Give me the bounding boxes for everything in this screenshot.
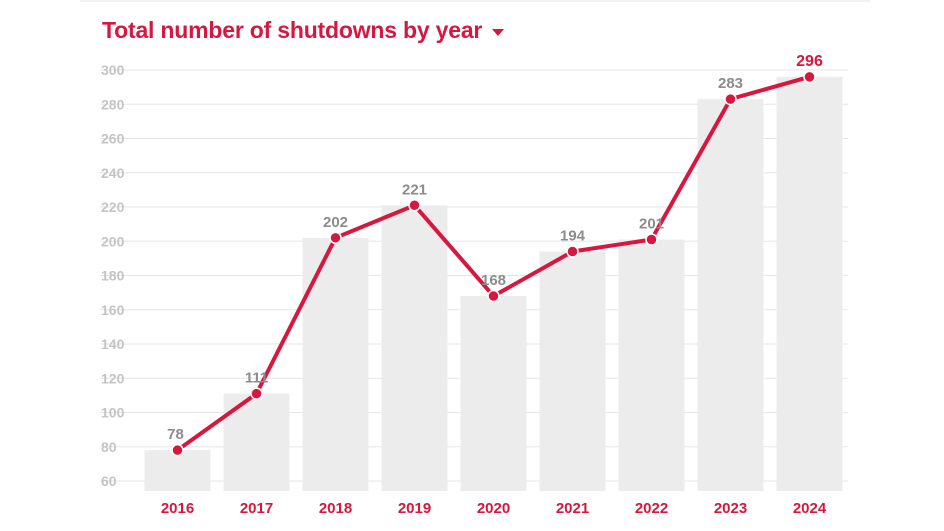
- data-point: [171, 443, 184, 457]
- data-point: [566, 245, 579, 258]
- bar: [381, 205, 448, 491]
- bar: [144, 450, 211, 491]
- y-tick-label: 180: [101, 268, 125, 284]
- bar: [776, 76, 843, 491]
- y-tick-label: 280: [101, 96, 125, 112]
- bar: [460, 296, 527, 491]
- data-label: 296: [796, 53, 823, 70]
- data-label: 201: [639, 216, 664, 233]
- x-tick-label: 2016: [161, 500, 194, 517]
- y-axis-ticks: 60 80 100 120 140 160 180 200 220 240 260 280 300: [101, 62, 125, 489]
- data-point: [250, 387, 263, 400]
- caret-down-icon[interactable]: [492, 28, 505, 36]
- x-tick-label: 2020: [477, 500, 510, 517]
- data-label: 111: [245, 370, 268, 387]
- x-tick-label: 2019: [398, 500, 431, 517]
- data-label: 168: [481, 272, 506, 289]
- data-point: [645, 233, 658, 246]
- y-tick-label: 140: [101, 336, 125, 352]
- data-labels: 78 111 202 221 168 194 201 283 296: [167, 53, 823, 443]
- x-tick-label: 2023: [714, 500, 747, 517]
- data-label: 202: [323, 214, 348, 231]
- x-tick-label: 2024: [793, 500, 827, 517]
- x-tick-label: 2021: [556, 500, 589, 517]
- y-tick-label: 80: [101, 439, 117, 455]
- bar: [618, 239, 685, 491]
- x-tick-label: 2017: [240, 500, 273, 517]
- top-divider: [80, 0, 870, 2]
- data-label: 221: [402, 181, 427, 198]
- y-tick-label: 100: [101, 405, 125, 421]
- data-points: [171, 70, 816, 457]
- data-label: 283: [718, 75, 743, 92]
- y-tick-label: 160: [101, 302, 125, 318]
- y-tick-label: 260: [101, 131, 125, 147]
- data-label: 78: [167, 426, 184, 443]
- y-tick-label: 240: [101, 165, 125, 181]
- y-tick-label: 60: [101, 473, 117, 489]
- y-tick-label: 120: [101, 370, 125, 386]
- x-tick-label: 2018: [319, 500, 352, 517]
- data-point: [803, 70, 816, 84]
- y-tick-label: 300: [101, 62, 125, 78]
- data-label: 194: [560, 228, 586, 245]
- data-point: [487, 289, 500, 303]
- bar: [697, 99, 764, 492]
- bar: [302, 237, 369, 491]
- x-tick-label: 2022: [635, 500, 668, 517]
- x-axis-ticks: 2016 2017 2018 2019 2020 2021 2022 2023 2024: [161, 500, 827, 517]
- data-point: [408, 199, 421, 212]
- data-point: [724, 92, 737, 106]
- y-tick-label: 200: [101, 233, 125, 249]
- bar: [539, 251, 606, 491]
- chart-title-dropdown[interactable]: Total number of shutdowns by year: [102, 14, 505, 46]
- chart-title: Total number of shutdowns by year: [102, 16, 483, 43]
- y-tick-label: 220: [101, 199, 125, 215]
- data-point: [329, 231, 342, 245]
